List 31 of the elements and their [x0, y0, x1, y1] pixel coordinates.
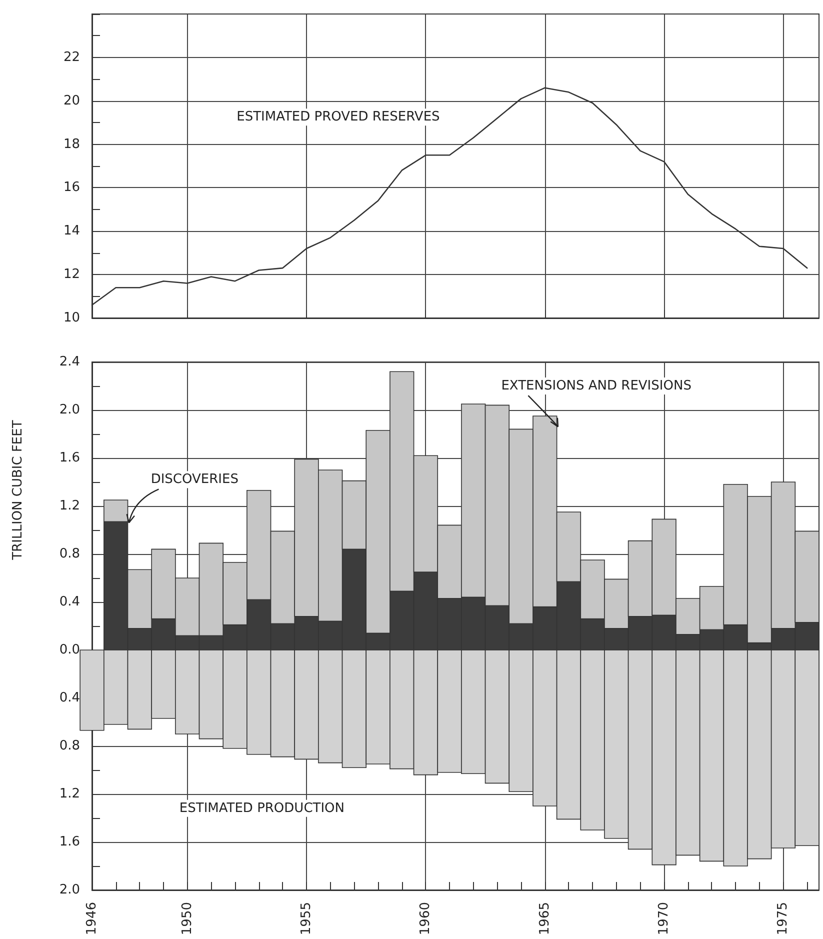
x-tick-label: 1946 [84, 902, 100, 936]
series-label: EXTENSIONS AND REVISIONS [501, 378, 692, 394]
y-tick-label: 1.6 [59, 450, 80, 466]
y-tick-label: 0.8 [59, 738, 80, 754]
y-tick-label: 18 [63, 136, 80, 152]
y-tick-label: 2.0 [59, 882, 80, 898]
x-tick-label: 1965 [537, 902, 552, 936]
x-tick-label: 1950 [180, 902, 195, 936]
x-tick-label: 1955 [299, 902, 314, 936]
y-tick-label: 12 [63, 267, 80, 282]
y-tick-label: 20 [63, 93, 80, 108]
y-axis-title: TRILLION CUBIC FEET [10, 420, 26, 561]
y-tick-label: 2.4 [59, 354, 80, 370]
text: ESTIMATED PRODUCTION [179, 800, 345, 816]
y-tick-label: 1.6 [59, 834, 80, 850]
y-tick-label: 0.4 [59, 594, 80, 610]
x-tick-label: 1960 [418, 902, 434, 936]
y-tick-label: 0.8 [59, 546, 80, 562]
text: DISCOVERIES [150, 472, 238, 488]
x-tick-label: 1975 [776, 902, 791, 936]
text: ESTIMATED PROVED RESERVES [236, 110, 440, 125]
y-tick-label: 0.0 [59, 642, 80, 658]
y-tick-label: 10 [63, 310, 80, 326]
y-tick-label: 0.4 [59, 690, 80, 706]
y-tick-label: 16 [63, 180, 80, 196]
y-tick-label: 1.2 [59, 786, 80, 802]
y-tick-label: 14 [63, 224, 80, 239]
y-tick-label: 1.2 [59, 498, 80, 514]
x-tick-label: 1970 [656, 902, 672, 936]
y-tick-label: 2.0 [59, 402, 80, 418]
y-tick-label: 22 [63, 50, 80, 65]
